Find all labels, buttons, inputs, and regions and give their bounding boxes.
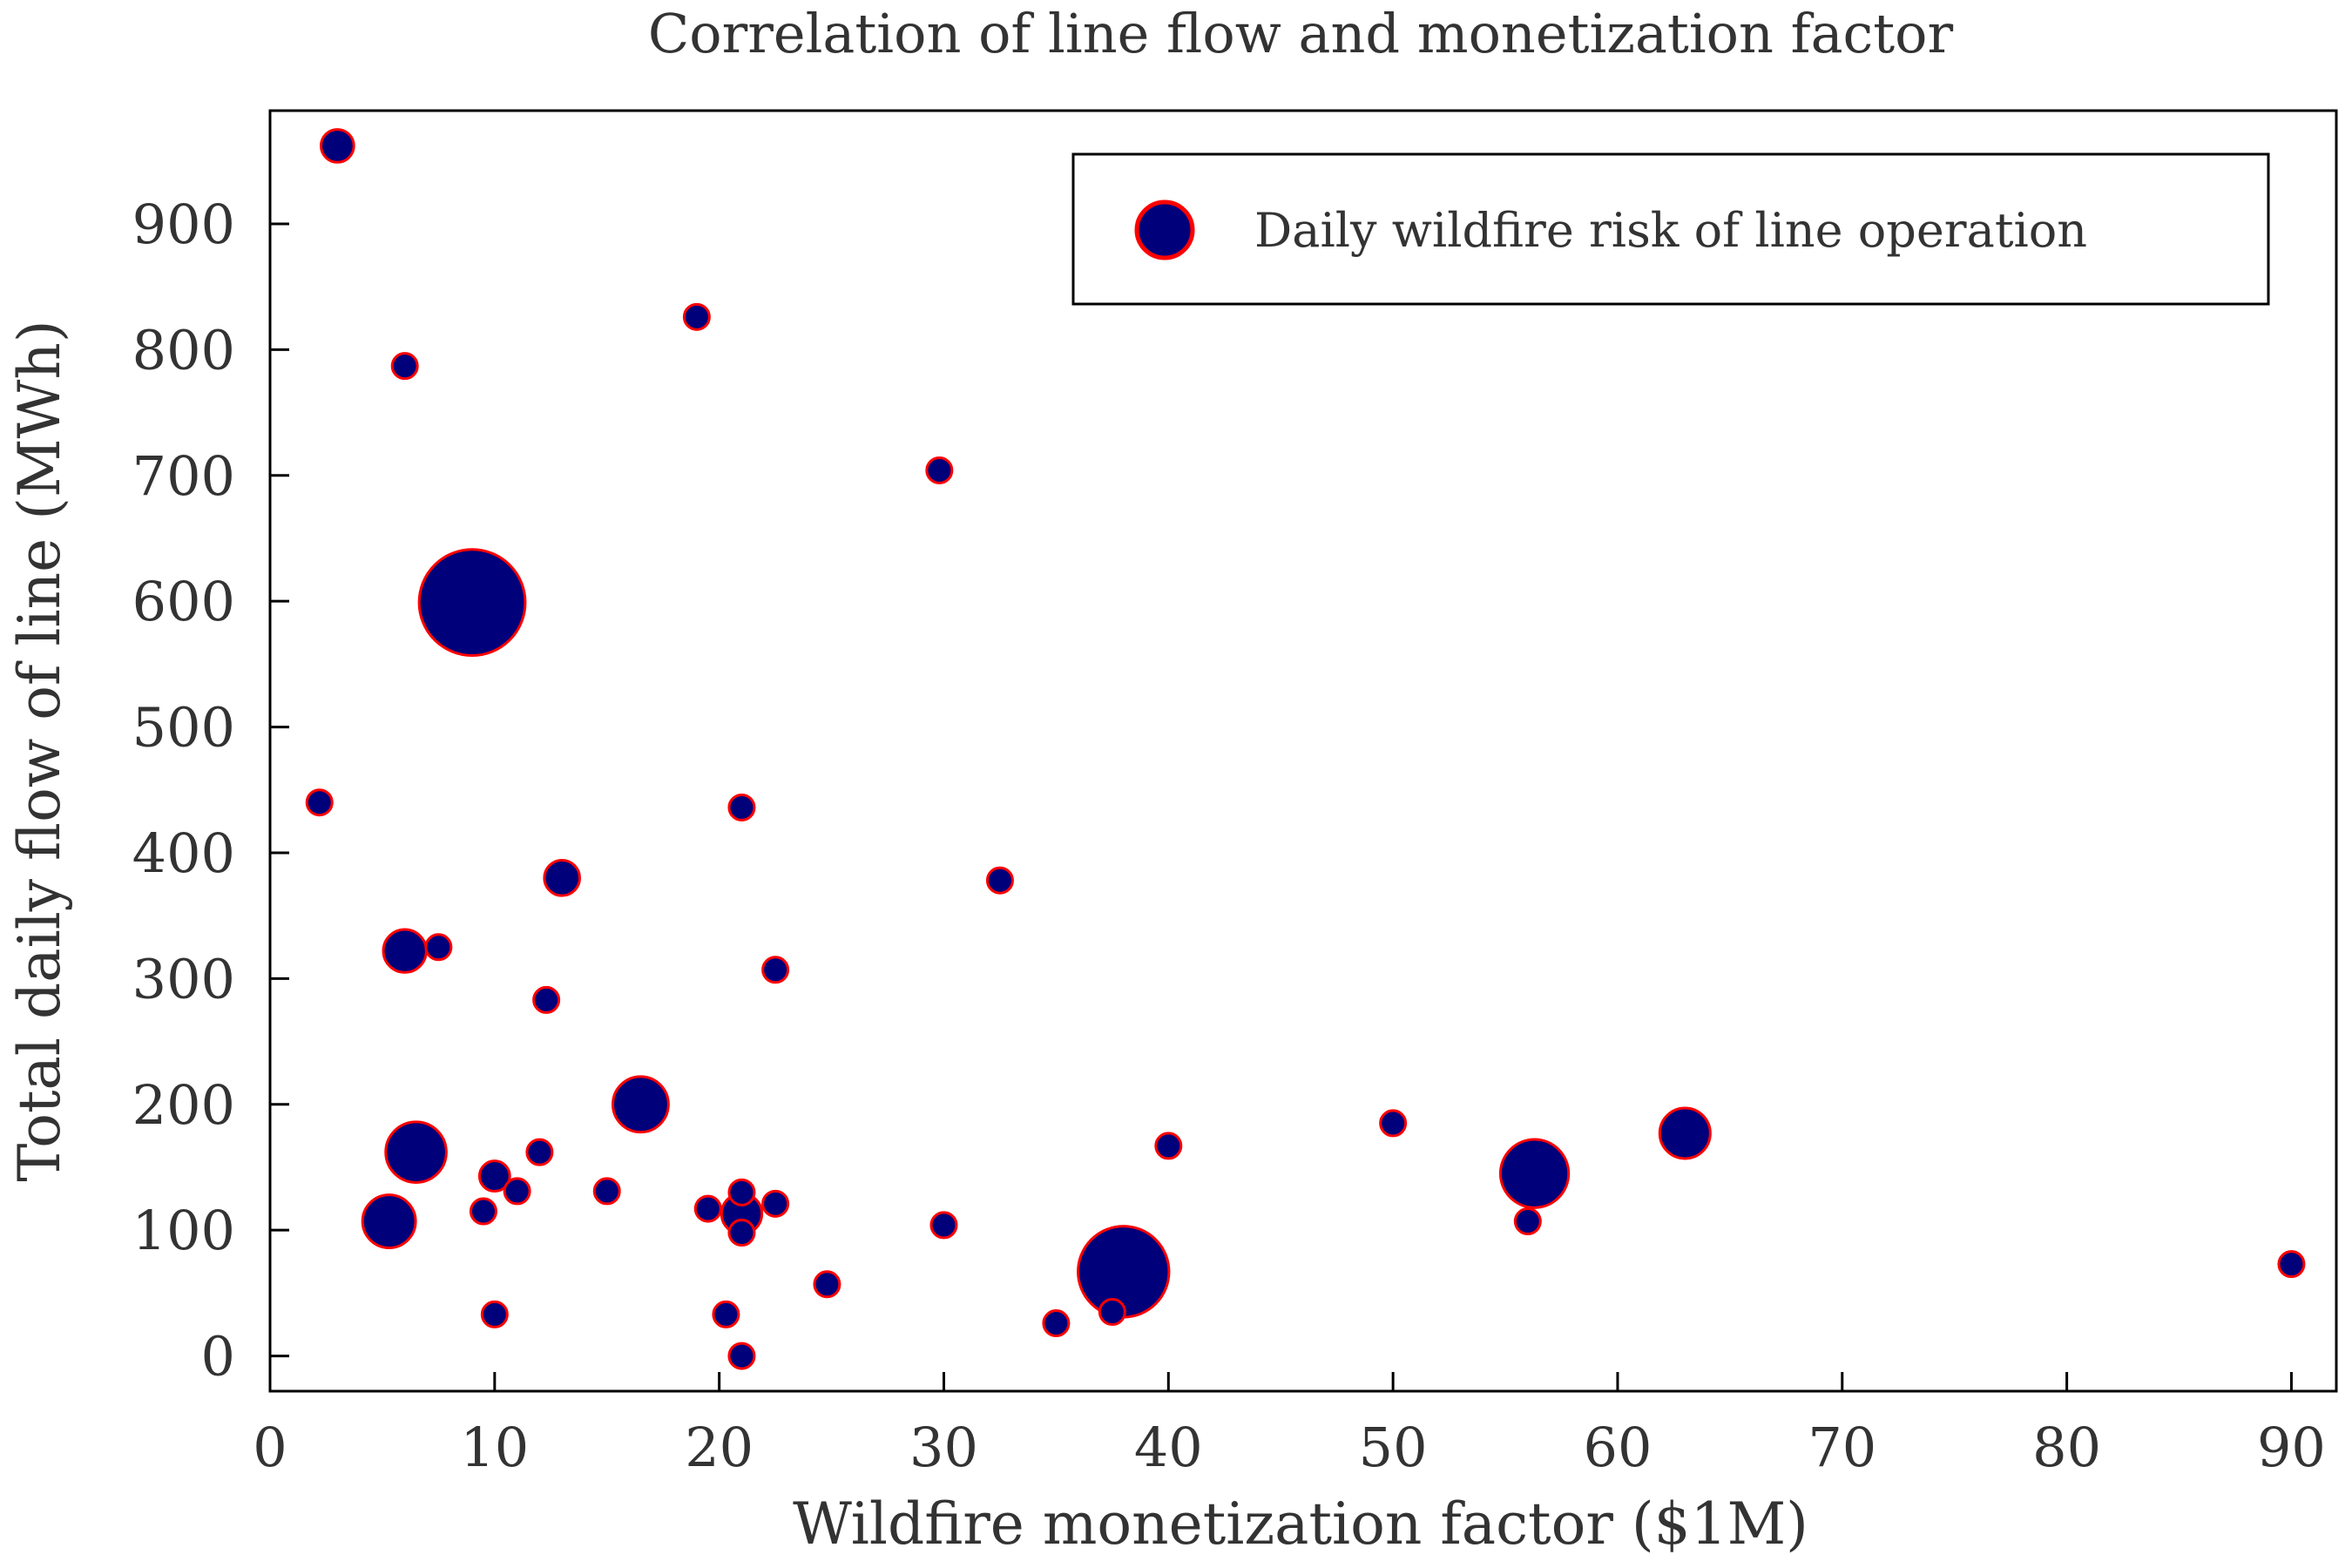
- y-tick-label: 500: [132, 696, 235, 760]
- y-axis-label: Total daily flow of line (MWh): [6, 320, 73, 1181]
- scatter-point: [525, 1138, 554, 1166]
- legend-box: [1071, 152, 2270, 306]
- scatter-point: [532, 985, 561, 1014]
- scatter-point: [985, 866, 1014, 895]
- scatter-point: [1658, 1106, 1712, 1160]
- scatter-point: [761, 1189, 790, 1218]
- scatter-point: [384, 1120, 448, 1184]
- scatter-point: [543, 859, 581, 897]
- x-tick-label: 70: [1808, 1416, 1876, 1479]
- scatter-point: [1042, 1309, 1071, 1338]
- scatter-point: [682, 302, 711, 331]
- y-axis: 0 100 200 300 400 500 600 700 800 900: [132, 193, 289, 1389]
- scatter-point: [361, 1193, 417, 1250]
- y-tick-label: 200: [132, 1073, 235, 1137]
- legend-label: Daily wildfire risk of line operation: [1254, 203, 2087, 258]
- scatter-point: [424, 933, 453, 962]
- scatter-point: [503, 1177, 531, 1206]
- y-tick-label: 100: [132, 1199, 235, 1262]
- scatter-point: [477, 1159, 511, 1193]
- y-tick-label: 300: [132, 947, 235, 1010]
- x-tick-label: 50: [1359, 1416, 1428, 1479]
- scatter-point: [305, 788, 334, 817]
- scatter-point: [727, 1178, 756, 1206]
- scatter-point: [480, 1300, 509, 1328]
- chart-title: Correlation of line flow and monetizatio…: [648, 2, 1954, 65]
- scatter-point: [813, 1270, 841, 1299]
- scatter-point: [693, 1194, 722, 1223]
- y-tick-label: 900: [132, 193, 235, 256]
- x-tick-label: 90: [2257, 1416, 2326, 1479]
- scatter-point: [727, 1342, 756, 1370]
- scatter-point: [925, 456, 954, 484]
- scatter-point: [727, 1219, 756, 1247]
- x-axis: 0 10 20 30 40 50 60 70 80 90: [253, 1372, 2326, 1479]
- y-tick-label: 800: [132, 318, 235, 382]
- y-tick-label: 600: [132, 570, 235, 633]
- x-tick-label: 60: [1584, 1416, 1652, 1479]
- scatter-point: [2277, 1250, 2306, 1279]
- scatter-points: [305, 128, 2306, 1370]
- x-tick-label: 80: [2032, 1416, 2101, 1479]
- scatter-point: [469, 1197, 497, 1226]
- y-tick-label: 0: [201, 1325, 235, 1389]
- x-tick-label: 20: [685, 1416, 754, 1479]
- scatter-point: [1154, 1132, 1183, 1160]
- scatter-point: [319, 128, 355, 164]
- x-tick-label: 0: [253, 1416, 287, 1479]
- x-tick-label: 10: [460, 1416, 529, 1479]
- scatter-point: [1513, 1207, 1542, 1236]
- scatter-point: [1077, 1225, 1171, 1319]
- legend-marker: [1134, 199, 1195, 260]
- scatter-point: [612, 1075, 670, 1134]
- scatter-point: [1498, 1138, 1571, 1209]
- scatter-point: [390, 352, 419, 381]
- scatter-point: [712, 1300, 740, 1328]
- scatter-point: [417, 548, 527, 658]
- scatter-point: [727, 793, 756, 821]
- scatter-point: [761, 956, 790, 984]
- x-axis-label: Wildfire monetization factor ($1M): [793, 1490, 1808, 1558]
- scatter-point: [1098, 1298, 1126, 1327]
- scatter-point: [1379, 1109, 1408, 1138]
- legend: Daily wildfire risk of line operation: [1071, 152, 2270, 306]
- x-tick-label: 40: [1134, 1416, 1203, 1479]
- x-tick-label: 30: [909, 1416, 978, 1479]
- scatter-point: [929, 1211, 958, 1240]
- y-tick-label: 400: [132, 821, 235, 885]
- scatter-point: [382, 928, 428, 974]
- scatter-point: [592, 1177, 621, 1206]
- plot-area-frame: [268, 109, 2338, 1393]
- y-tick-label: 700: [132, 444, 235, 508]
